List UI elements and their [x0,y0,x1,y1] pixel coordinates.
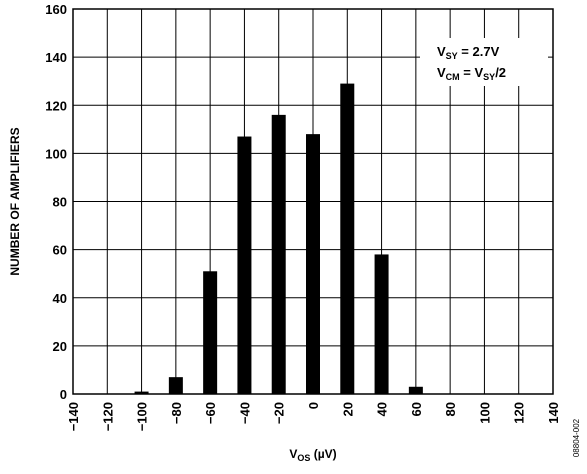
y-tick-labels: 0 20 40 60 80 100 120 140 160 [45,2,67,402]
x-tick-label: 120 [512,402,527,424]
x-axis-title-main: V [289,447,297,461]
x-axis-title-subscript: OS [297,453,310,463]
x-tick-label: 80 [443,402,458,416]
bar [168,377,183,394]
y-tick-label: 0 [60,387,67,402]
y-tick-label: 80 [53,195,67,210]
x-tick-label: 140 [546,402,561,424]
x-tick-label: −100 [135,402,150,431]
bar [306,134,320,394]
annotation-background [420,38,548,86]
y-tick-label: 140 [45,50,67,65]
figure-code: 08804-002 [572,418,581,457]
x-tick-label: −20 [272,402,287,424]
bar [134,391,149,394]
x-tick-label: 100 [477,402,492,424]
annotation-line-supply: VSY = 2.7V [437,44,500,61]
bar [203,271,218,394]
x-tick-labels: −140 −120 −100 −80 −60 −40 −20 0 20 40 60 80 100 120 1… [66,402,561,431]
x-tick-label: −120 [100,402,115,431]
bar [340,83,355,394]
x-tick-label: 0 [306,402,321,409]
x-tick-label: 60 [409,402,424,416]
bar [237,136,252,394]
x-tick-label: 20 [340,402,355,416]
y-axis-title: NUMBER OF AMPLIFIERS [8,127,22,275]
x-tick-label: −140 [66,402,81,431]
x-tick-label: −60 [203,402,218,424]
bar-series [134,83,423,394]
y-tick-label: 60 [53,243,67,258]
annotation-line-common-mode: VCM = VSY/2 [437,65,506,82]
x-tick-label: 40 [375,402,390,416]
y-tick-label: 120 [45,98,67,113]
x-tick-label: −40 [237,402,252,424]
bar [408,386,423,394]
y-tick-label: 40 [53,291,67,306]
x-axis-title: VOS (µV) [289,447,336,463]
bar [374,254,389,394]
x-tick-label: −80 [169,402,184,424]
bar [271,114,286,394]
y-tick-label: 100 [45,146,67,161]
x-axis-title-unit: (µV) [310,447,336,461]
annotation-box: VSY = 2.7V VCM = VSY/2 [420,38,548,86]
y-tick-label: 160 [45,2,67,17]
y-tick-label: 20 [53,339,67,354]
